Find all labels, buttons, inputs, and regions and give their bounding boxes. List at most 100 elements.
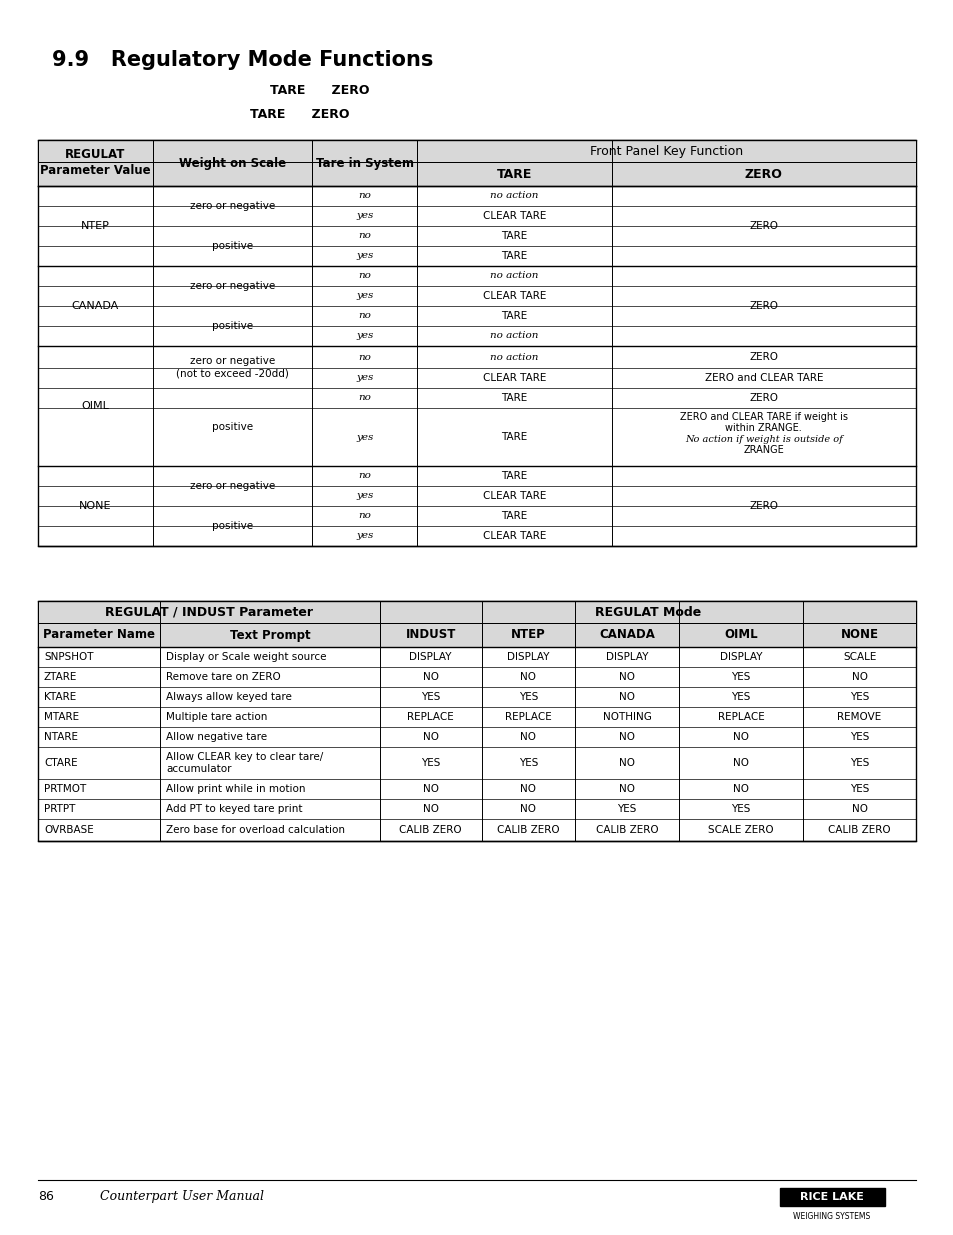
Text: no action: no action [490,191,538,200]
Bar [416,140,915,162]
Text: NTARE: NTARE [44,732,78,742]
Text: 86: 86 [38,1191,53,1203]
Text: KTARE: KTARE [44,692,76,701]
Text: NO: NO [519,732,536,742]
Text: YES: YES [518,758,537,768]
Bar [152,140,312,186]
Text: Front Panel Key Function: Front Panel Key Function [589,144,742,158]
Text: ZERO: ZERO [748,221,778,231]
Text: YES: YES [849,732,868,742]
Text: REGULAT
Parameter Value: REGULAT Parameter Value [40,148,151,178]
Text: OVRBASE: OVRBASE [44,825,93,835]
Text: NTEP: NTEP [81,221,110,231]
Text: zero or negative: zero or negative [190,201,274,211]
Text: CANADA: CANADA [71,301,119,311]
Text: SCALE: SCALE [842,652,876,662]
Text: NO: NO [618,732,635,742]
Text: TARE: TARE [500,251,527,261]
Bar [312,140,416,186]
Bar [379,601,915,622]
Text: Counterpart User Manual: Counterpart User Manual [100,1191,264,1203]
Text: CALIB ZERO: CALIB ZERO [399,825,461,835]
Text: TARE: TARE [497,168,532,180]
Text: CALIB ZERO: CALIB ZERO [596,825,658,835]
Text: NO: NO [851,672,866,682]
Text: no: no [358,272,371,280]
Text: NO: NO [519,804,536,814]
Text: positive: positive [212,321,253,331]
Text: CALIB ZERO: CALIB ZERO [827,825,890,835]
Text: NO: NO [422,672,438,682]
Text: YES: YES [849,692,868,701]
Text: Zero base for overload calculation: Zero base for overload calculation [166,825,345,835]
Text: yes: yes [355,373,373,383]
Text: Allow print while in motion: Allow print while in motion [166,784,305,794]
Text: no: no [358,191,371,200]
Text: zero or negative: zero or negative [190,480,274,492]
Text: zero or negative: zero or negative [190,282,274,291]
Text: NO: NO [618,758,635,768]
Text: NONE: NONE [79,501,112,511]
Bar [160,622,379,647]
Text: Add PT to keyed tare print: Add PT to keyed tare print [166,804,302,814]
Bar [679,622,802,647]
Text: no action: no action [490,272,538,280]
Text: YES: YES [731,804,750,814]
Text: TARE: TARE [500,511,527,521]
Bar [575,622,679,647]
Text: CTARE: CTARE [44,758,77,768]
Text: DISPLAY: DISPLAY [409,652,452,662]
Text: OIML: OIML [81,401,110,411]
Text: INDUST: INDUST [405,629,456,641]
Text: YES: YES [849,784,868,794]
Text: REPLACE: REPLACE [407,713,454,722]
Text: NO: NO [732,732,748,742]
Text: RICE LAKE: RICE LAKE [800,1192,863,1202]
Text: no: no [358,511,371,520]
Text: Display or Scale weight source: Display or Scale weight source [166,652,326,662]
Text: yes: yes [355,252,373,261]
Text: NO: NO [618,692,635,701]
Bar [38,622,160,647]
Text: TARE: TARE [500,393,527,403]
Text: NO: NO [851,804,866,814]
Text: ZERO: ZERO [748,501,778,511]
Bar [38,140,152,186]
Bar [379,622,481,647]
Text: ZERO: ZERO [744,168,782,180]
Text: WEIGHING SYSTEMS: WEIGHING SYSTEMS [793,1212,870,1221]
Text: REPLACE: REPLACE [504,713,551,722]
Bar [611,162,915,186]
Text: NO: NO [422,784,438,794]
Text: YES: YES [731,672,750,682]
Text: NO: NO [732,784,748,794]
Bar [481,622,575,647]
Text: Tare in System: Tare in System [315,157,414,169]
Text: no: no [358,231,371,241]
Text: CANADA: CANADA [598,629,655,641]
Text: NO: NO [422,804,438,814]
Text: TARE      ZERO: TARE ZERO [270,84,370,98]
Text: within ZRANGE.: within ZRANGE. [724,424,801,433]
Text: Weight on Scale: Weight on Scale [179,157,286,169]
Text: yes: yes [355,331,373,341]
Text: YES: YES [731,692,750,701]
Text: ZTARE: ZTARE [44,672,77,682]
Text: zero or negative
(not to exceed -20dd): zero or negative (not to exceed -20dd) [176,356,289,378]
Text: NTEP: NTEP [511,629,545,641]
Text: NO: NO [618,784,635,794]
Text: yes: yes [355,291,373,300]
Text: SNPSHOT: SNPSHOT [44,652,93,662]
Text: TARE      ZERO: TARE ZERO [250,107,350,121]
Text: CLEAR TARE: CLEAR TARE [482,373,545,383]
Text: CALIB ZERO: CALIB ZERO [497,825,559,835]
Text: ZERO and CLEAR TARE: ZERO and CLEAR TARE [704,373,822,383]
Bar [38,140,915,546]
Text: No action if weight is outside of: No action if weight is outside of [684,435,841,443]
Text: CLEAR TARE: CLEAR TARE [482,492,545,501]
Text: Text Prompt: Text Prompt [230,629,310,641]
Text: 9.9   Regulatory Mode Functions: 9.9 Regulatory Mode Functions [52,49,433,70]
Text: no: no [358,472,371,480]
Text: NO: NO [732,758,748,768]
Text: DISPLAY: DISPLAY [720,652,761,662]
